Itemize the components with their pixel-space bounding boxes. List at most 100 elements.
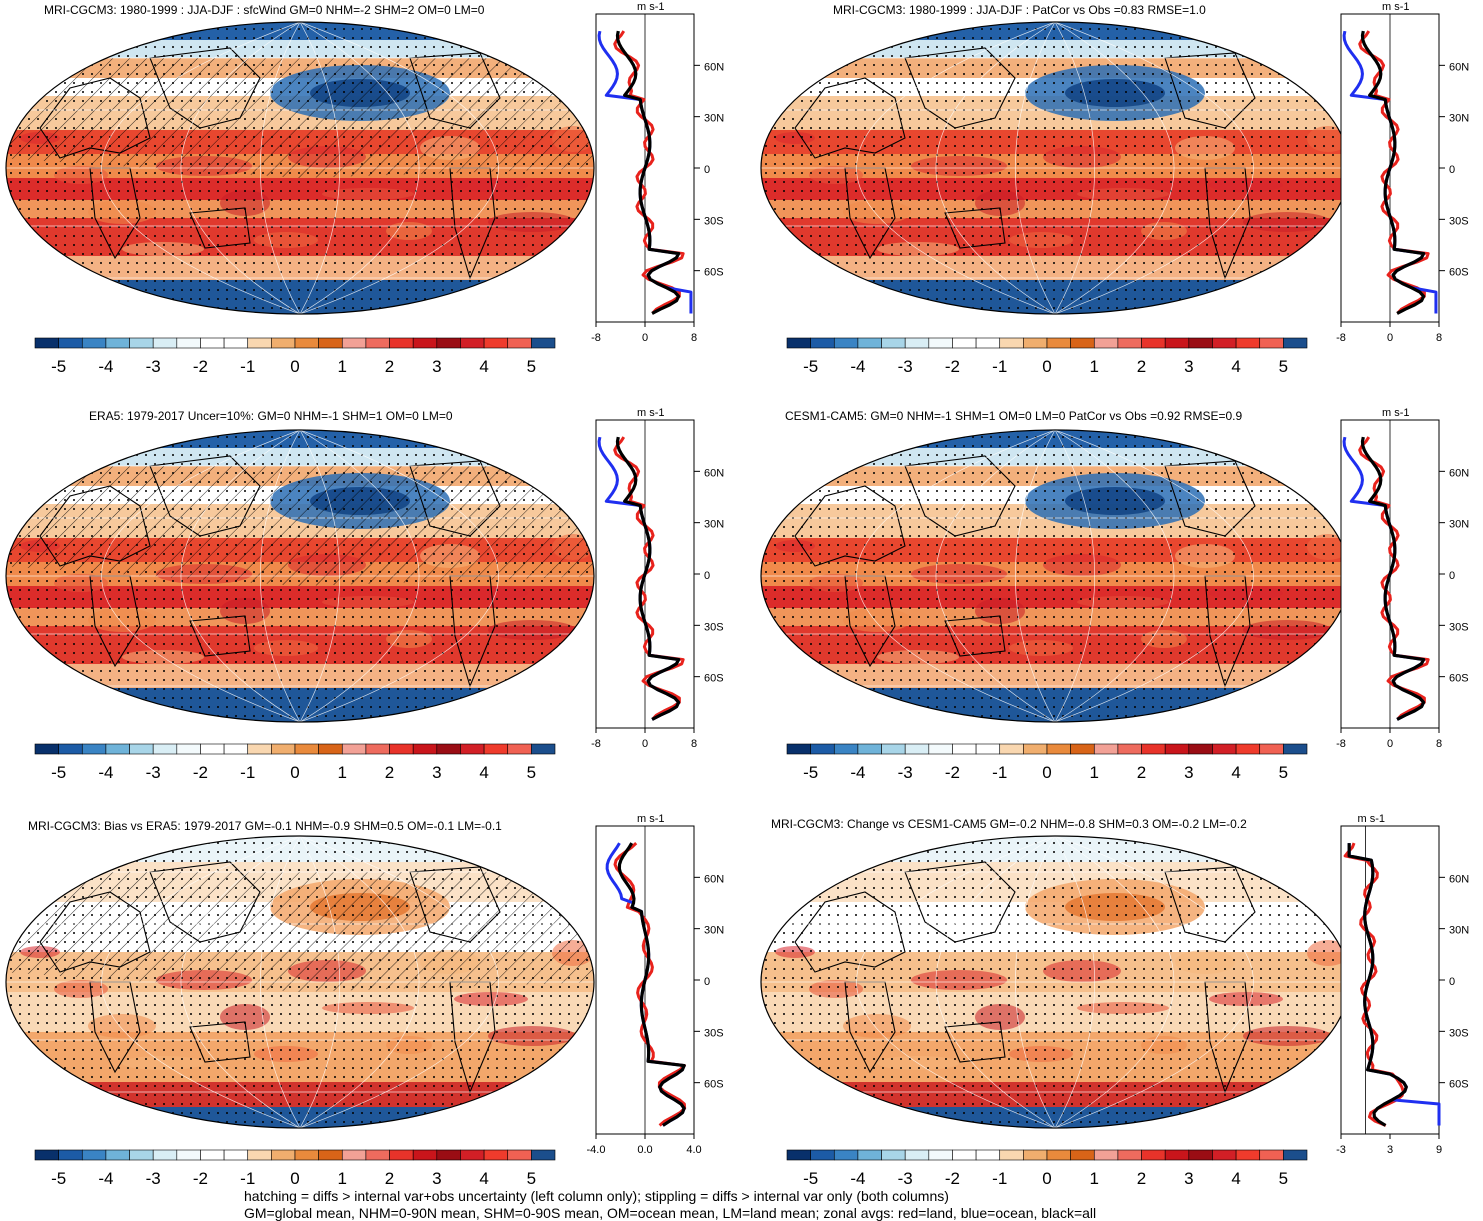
colorbar-cell [58, 337, 83, 349]
colorbar-cell [1117, 1149, 1142, 1161]
colorbar-cell [1164, 743, 1190, 755]
colorbar-cell [531, 743, 556, 755]
lat-tick-label: 0 [1449, 164, 1455, 176]
graticule-meridian [1054, 430, 1254, 722]
lat-tick-label: 30S [704, 621, 724, 633]
colorbar-tick-label: 0 [290, 1169, 299, 1188]
colorbar-cell [928, 337, 953, 349]
graticule-meridian [180, 836, 301, 1128]
lat-tick-label: 30S [1449, 1027, 1469, 1039]
colorbar-cell [1046, 337, 1071, 349]
colorbar-cell [881, 743, 906, 755]
x-tick-label: 9 [1436, 1144, 1442, 1156]
colorbar-tick-label: 3 [1184, 1169, 1193, 1188]
colorbar-tick-label: 4 [1231, 763, 1240, 782]
colorbar-cell [294, 743, 319, 755]
colorbar: -5 -4 -3 -2 -1 0 1 2 3 4 5 [34, 1149, 556, 1188]
colorbar-cell [1023, 1149, 1048, 1161]
lat-tick-label: 60N [1449, 61, 1469, 73]
colorbar-cell [928, 743, 953, 755]
colorbar-cell [1235, 337, 1261, 349]
colorbar-cell [833, 337, 859, 349]
colorbar-tick-label: 4 [1231, 1169, 1240, 1188]
zonal-series-all [1360, 436, 1426, 721]
colorbar-cell [436, 743, 461, 755]
graticule-meridian [935, 22, 1056, 314]
colorbar-cell [294, 1149, 319, 1161]
panel-title: MRI-CGCM3: 1980-1999 : JJA-DJF : sfcWind… [44, 3, 485, 17]
world-map [5, 429, 595, 723]
colorbar-cell [1259, 337, 1284, 349]
panel-title: MRI-CGCM3: Bias vs ERA5: 1979-2017 GM=-0… [28, 819, 502, 833]
colorbar-tick-label: -2 [193, 357, 208, 376]
x-tick-label: -8 [1336, 332, 1346, 344]
colorbar-cell [412, 1149, 438, 1161]
colorbar-cell [1023, 743, 1048, 755]
colorbar-tick-label: 0 [1042, 1169, 1051, 1188]
lat-tick-label: 0 [704, 570, 710, 582]
colorbar-cell [1070, 337, 1095, 349]
colorbar-cell [129, 743, 154, 755]
panel-5: MRI-CGCM3: Bias vs ERA5: 1979-2017 GM=-0… [0, 812, 740, 1192]
colorbar-cell [952, 337, 977, 349]
x-tick-label: -3 [1336, 1144, 1346, 1156]
footnote-line-1: hatching = diffs > internal var+obs unce… [244, 1188, 949, 1204]
colorbar-tick-label: 4 [479, 763, 488, 782]
graticule-meridian [101, 22, 301, 314]
zonal-series-all [1360, 30, 1426, 315]
zonal-mean-plot: m s-1 60N 30N 0 30S 60S -8 0 8 [591, 407, 724, 750]
unit-label: m s-1 [1358, 813, 1386, 825]
colorbar-tick-label: 2 [1137, 1169, 1146, 1188]
colorbar-cell [271, 1149, 296, 1161]
graticule-meridian [1014, 22, 1056, 314]
lat-tick-label: 60S [704, 673, 724, 685]
colorbar-cell [365, 337, 390, 349]
colorbar-cell [1212, 743, 1237, 755]
colorbar: -5 -4 -3 -2 -1 0 1 2 3 4 5 [786, 337, 1308, 376]
graticule-meridian [299, 430, 499, 722]
colorbar-tick-label: -4 [850, 357, 865, 376]
colorbar-cell [176, 337, 201, 349]
colorbar-cell [531, 1149, 556, 1161]
colorbar-tick-label: 3 [432, 357, 441, 376]
colorbar-cell [904, 337, 930, 349]
colorbar-tick-label: 4 [479, 1169, 488, 1188]
colorbar-tick-label: -4 [98, 763, 113, 782]
colorbar-cell [1212, 337, 1237, 349]
graticule-meridian [180, 430, 301, 722]
colorbar-tick-label: 5 [1279, 357, 1288, 376]
x-tick-label: 8 [1436, 332, 1442, 344]
x-tick-label: 0 [642, 738, 648, 750]
colorbar-cell [810, 743, 835, 755]
lat-tick-label: 30N [1449, 113, 1469, 125]
colorbar-tick-label: -1 [240, 357, 255, 376]
colorbar-cell [129, 337, 154, 349]
zonal-mean-plot: m s-1 60N 30N 0 30S 60S -8 0 8 [1336, 407, 1469, 750]
x-tick-label: 0.0 [637, 1144, 652, 1156]
colorbar-cell [857, 1149, 882, 1161]
map-border [5, 835, 595, 1129]
colorbar-tick-label: 2 [385, 357, 394, 376]
zonal-mean-plot: m s-1 60N 30N 0 30S 60S -4.0 0.0 4.0 [587, 813, 725, 1156]
lat-tick-label: 60S [1449, 673, 1469, 685]
unit-label: m s-1 [637, 1, 665, 13]
lat-tick-label: 60S [1449, 267, 1469, 279]
colorbar-tick-label: -5 [803, 357, 818, 376]
colorbar-cell [975, 1149, 1001, 1161]
colorbar-cell [341, 337, 367, 349]
colorbar-tick-label: 2 [385, 763, 394, 782]
colorbar-tick-label: -2 [193, 763, 208, 782]
colorbar: -5 -4 -3 -2 -1 0 1 2 3 4 5 [786, 1149, 1308, 1188]
colorbar-cell [904, 1149, 930, 1161]
colorbar-cell [483, 743, 509, 755]
colorbar-cell [58, 743, 83, 755]
graticule-meridian [1014, 430, 1056, 722]
unit-label: m s-1 [637, 407, 665, 419]
colorbar-cell [857, 743, 882, 755]
world-map [760, 429, 1350, 723]
colorbar-tick-label: 2 [385, 1169, 394, 1188]
colorbar-tick-label: -2 [945, 763, 960, 782]
colorbar-cell [247, 1149, 272, 1161]
world-map [5, 835, 595, 1129]
colorbar-tick-label: -1 [240, 1169, 255, 1188]
